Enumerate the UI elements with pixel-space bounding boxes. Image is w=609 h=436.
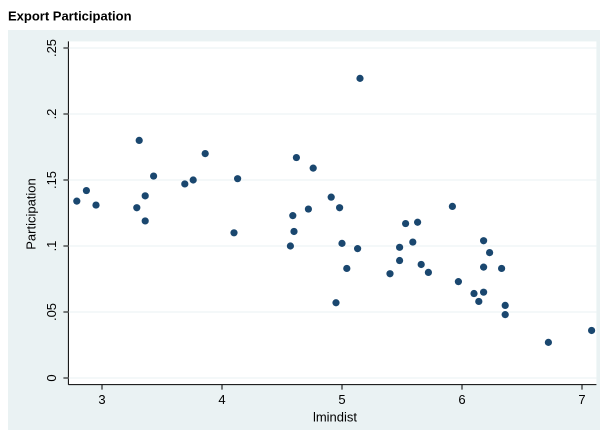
point [475, 297, 483, 306]
y-tick-label: .25 [44, 39, 59, 57]
y-axis-label: Participation [23, 178, 38, 250]
point [327, 193, 335, 201]
y-tick-label: .05 [44, 303, 59, 321]
point [290, 227, 298, 236]
y-tick-label: .1 [44, 241, 59, 252]
point [181, 180, 189, 188]
x-tick-label: 3 [98, 392, 105, 407]
y-tick-label: .15 [44, 171, 59, 189]
point [501, 301, 509, 309]
point [201, 150, 209, 158]
x-axis-label: lmindist [313, 409, 357, 424]
point [480, 263, 488, 271]
point [356, 74, 364, 82]
point [92, 201, 100, 209]
point [234, 175, 242, 183]
point [338, 239, 346, 247]
point [414, 218, 422, 226]
point [448, 202, 456, 210]
point [417, 260, 425, 269]
point [544, 338, 553, 346]
point [486, 249, 494, 257]
point [189, 176, 197, 184]
point [396, 256, 404, 265]
point [396, 243, 404, 251]
point [289, 212, 297, 220]
point [454, 278, 462, 286]
point [230, 229, 238, 237]
chart-title: Export Participation [8, 8, 132, 23]
point [292, 153, 300, 162]
point [73, 197, 81, 205]
x-tick-label: 5 [338, 392, 345, 407]
point [470, 289, 478, 298]
point [501, 311, 509, 319]
point [424, 268, 432, 276]
x-tick-label: 4 [218, 392, 225, 407]
point [354, 245, 362, 253]
point [141, 192, 149, 200]
y-tick-label: 0 [44, 374, 59, 381]
point [343, 264, 351, 273]
point [336, 204, 344, 212]
point [309, 164, 317, 172]
point [498, 264, 506, 273]
point [332, 299, 340, 307]
point [409, 238, 417, 246]
point [588, 326, 596, 335]
plot-area [68, 41, 597, 385]
point [304, 205, 312, 213]
point [150, 172, 158, 180]
point [402, 219, 410, 228]
point [135, 136, 143, 144]
x-tick-label: 7 [578, 392, 585, 407]
point [133, 204, 141, 212]
y-tick-label: .2 [44, 109, 59, 120]
point [480, 288, 488, 296]
point [480, 237, 488, 245]
point [386, 270, 394, 278]
point [286, 242, 294, 250]
point [82, 186, 90, 195]
point [141, 217, 149, 225]
x-tick-label: 6 [458, 392, 465, 407]
